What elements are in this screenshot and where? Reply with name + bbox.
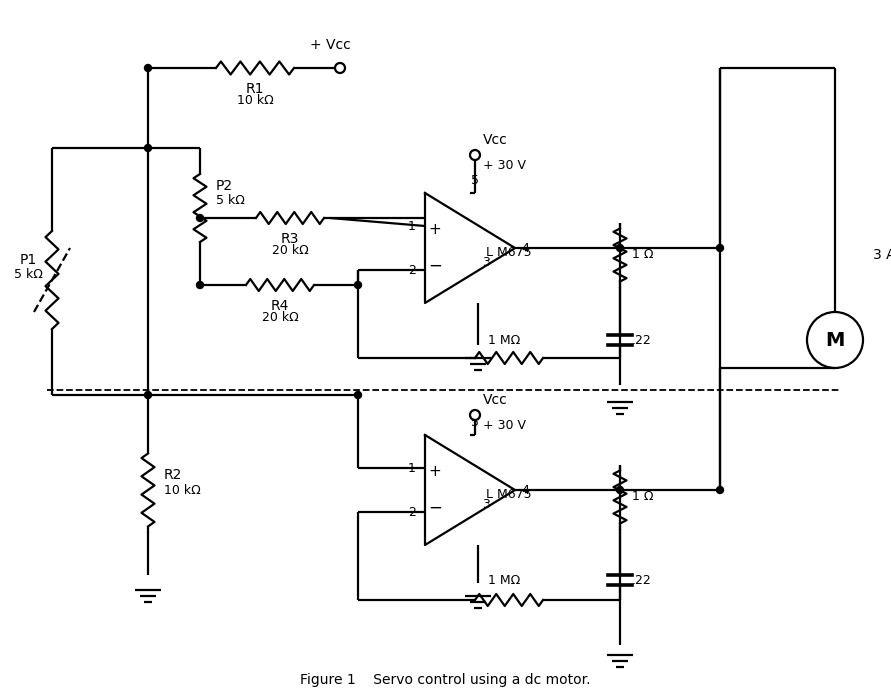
- Circle shape: [144, 391, 151, 398]
- Text: + Vcc: + Vcc: [310, 38, 350, 52]
- Text: 4: 4: [521, 484, 529, 496]
- Text: 3: 3: [482, 498, 490, 512]
- Text: 5 kΩ: 5 kΩ: [13, 268, 43, 282]
- Circle shape: [716, 487, 723, 493]
- Text: R4: R4: [271, 299, 290, 313]
- Text: P1: P1: [20, 253, 37, 267]
- Text: 20 kΩ: 20 kΩ: [272, 244, 308, 257]
- Text: 1: 1: [408, 219, 416, 233]
- Text: −: −: [428, 257, 442, 275]
- Text: M: M: [825, 331, 845, 350]
- Circle shape: [470, 410, 480, 420]
- Text: Vcc: Vcc: [483, 133, 508, 147]
- Circle shape: [144, 145, 151, 152]
- Circle shape: [355, 391, 362, 398]
- Text: P2: P2: [216, 179, 233, 193]
- Text: 5 kΩ: 5 kΩ: [216, 194, 245, 206]
- Text: 2: 2: [408, 505, 416, 519]
- Text: R1: R1: [246, 82, 265, 96]
- Text: + 30 V: + 30 V: [483, 159, 526, 172]
- Text: 1: 1: [408, 461, 416, 475]
- Text: 1 Ω: 1 Ω: [632, 249, 653, 261]
- Circle shape: [617, 487, 624, 493]
- Text: 3 A: 3 A: [873, 248, 891, 262]
- Circle shape: [144, 64, 151, 71]
- Circle shape: [716, 245, 723, 252]
- Text: + 30 V: + 30 V: [483, 419, 526, 432]
- Text: R2: R2: [164, 468, 183, 482]
- Text: +: +: [429, 222, 441, 238]
- Text: 2: 2: [408, 264, 416, 277]
- Text: Vcc: Vcc: [483, 393, 508, 407]
- Text: 1 Ω: 1 Ω: [632, 491, 653, 503]
- Text: L M675: L M675: [486, 489, 532, 501]
- Circle shape: [617, 245, 624, 252]
- Circle shape: [355, 282, 362, 289]
- Text: Figure 1    Servo control using a dc motor.: Figure 1 Servo control using a dc motor.: [299, 673, 590, 687]
- Text: 5: 5: [471, 175, 479, 187]
- Circle shape: [197, 282, 203, 289]
- Text: .22: .22: [632, 333, 651, 347]
- Text: 1 MΩ: 1 MΩ: [488, 573, 520, 586]
- Text: 10 kΩ: 10 kΩ: [164, 484, 200, 496]
- Text: 1 MΩ: 1 MΩ: [488, 333, 520, 347]
- Text: 20 kΩ: 20 kΩ: [262, 311, 298, 324]
- Text: −: −: [428, 499, 442, 517]
- Text: +: +: [429, 465, 441, 480]
- Text: 10 kΩ: 10 kΩ: [237, 94, 274, 107]
- Text: R3: R3: [281, 232, 299, 246]
- Text: .22: .22: [632, 573, 651, 586]
- Text: 4: 4: [521, 241, 529, 254]
- Circle shape: [470, 150, 480, 160]
- Circle shape: [335, 63, 345, 73]
- Text: 3: 3: [482, 257, 490, 270]
- Circle shape: [197, 215, 203, 222]
- Text: 5: 5: [471, 417, 479, 429]
- Text: L M675: L M675: [486, 247, 532, 259]
